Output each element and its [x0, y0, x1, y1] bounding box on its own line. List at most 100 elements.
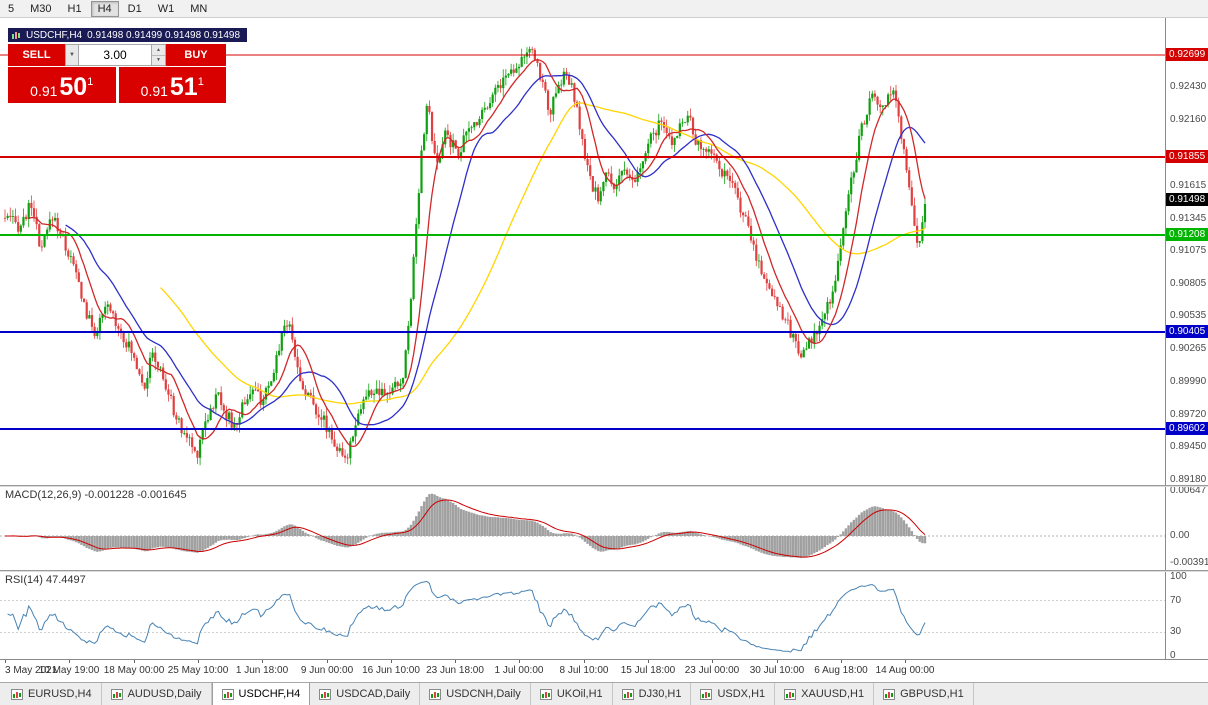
macd-signal-line	[5, 499, 926, 558]
rsi-axis-tick: 100	[1170, 571, 1187, 582]
macd-axis-tick: 0.00647	[1170, 485, 1207, 496]
price-axis-tick: 0.92160	[1170, 114, 1207, 125]
ask-price-pipette: 1	[197, 76, 204, 88]
ma-line-slow	[160, 102, 926, 405]
chart-tab-label: AUDUSD,Daily	[127, 688, 202, 700]
chart-tab-label: GBPUSD,H1	[900, 688, 964, 700]
chart-title-bar[interactable]: USDCHF,H4 0.91498 0.91499 0.91498 0.9149…	[8, 28, 248, 42]
price-badge-0.91855: 0.91855	[1166, 150, 1208, 163]
time-axis-label: 16 Jun 10:00	[362, 665, 420, 676]
time-axis-label: 8 Jul 10:00	[559, 665, 609, 676]
time-axis-label: 30 Jul 10:00	[749, 665, 805, 676]
chart-tab-icon	[784, 688, 797, 700]
chart-tab-label: DJ30,H1	[638, 688, 682, 700]
price-axis: 0.92430 0.92160 0.91615 0.91345 0.91075 0.908…	[1165, 18, 1208, 661]
time-axis-label: 3 May 2021	[5, 665, 58, 676]
time-axis-tick	[262, 660, 263, 663]
chart-title-symbol: USDCHF,H4	[26, 29, 83, 41]
timeframe-button-d1[interactable]: D1	[127, 2, 142, 15]
macd-label: MACD(12,26,9) -0.001228 -0.001645	[5, 489, 187, 501]
time-axis: 3 May 2021 10 May 19:00 18 May 00:00 25 May…	[0, 659, 1208, 682]
time-axis-tick	[519, 660, 520, 663]
time-axis-tick	[712, 660, 713, 663]
chart-tab-usdcnh[interactable]: USDCNH,Daily	[420, 683, 531, 705]
price-badge-0.89602: 0.89602	[1166, 422, 1208, 435]
price-badge-0.91498: 0.91498	[1166, 193, 1208, 206]
time-axis-label: 25 May 10:00	[167, 665, 229, 676]
chart-tab-icon	[319, 688, 332, 700]
time-axis-tick	[198, 660, 199, 663]
chart-tab-usdcad[interactable]: USDCAD,Daily	[310, 683, 421, 705]
bid-price-pipette: 1	[87, 76, 94, 88]
chart-tab-ukoil[interactable]: UKOil,H1	[531, 683, 613, 705]
timeframe-button-h1[interactable]: H1	[67, 2, 82, 15]
volume-down-icon[interactable]: ▼	[152, 55, 165, 65]
chart-tab-usdx[interactable]: USDX,H1	[691, 683, 776, 705]
timeframe-toolbar: 5 M30 H1 H4 D1 W1 MN	[0, 0, 1208, 18]
timeframe-button-5[interactable]: 5	[8, 2, 15, 15]
volume-dropdown-icon[interactable]: ▼	[65, 44, 78, 66]
bid-price-pips: 50	[59, 73, 88, 101]
ask-price-pips: 51	[169, 73, 198, 101]
price-axis-tick: 0.89990	[1170, 376, 1207, 387]
chart-tab-gbpusd[interactable]: GBPUSD,H1	[874, 683, 974, 705]
price-axis-tick: 0.91345	[1170, 213, 1207, 224]
sell-button[interactable]: SELL	[8, 44, 65, 66]
chart-tab-icon	[883, 688, 896, 700]
timeframe-button-m30[interactable]: M30	[30, 2, 52, 15]
time-axis-tick	[455, 660, 456, 663]
bid-price-major: 0.91	[30, 83, 58, 99]
time-axis-tick	[391, 660, 392, 663]
pane-splitter-rsi[interactable]	[0, 570, 1208, 572]
macd-axis-tick: -0.00391	[1170, 557, 1208, 568]
macd-indicator-pane[interactable]	[0, 487, 1165, 570]
chart-tab-dj30[interactable]: DJ30,H1	[613, 683, 692, 705]
rsi-line	[7, 580, 926, 653]
price-axis-tick: 0.89720	[1170, 409, 1207, 420]
chart-tab-label: USDCAD,Daily	[336, 688, 411, 700]
time-axis-tick	[584, 660, 585, 663]
bid-price-panel[interactable]: 0.91 50 1	[8, 67, 116, 103]
chart-tab-eurusd[interactable]: EURUSD,H4	[2, 683, 102, 705]
chart-window: USDCHF,H4 0.91498 0.91499 0.91498 0.9149…	[0, 18, 1208, 682]
timeframe-button-w1[interactable]: W1	[157, 2, 175, 15]
time-axis-label: 10 May 19:00	[38, 665, 100, 676]
chart-window-icon	[12, 31, 20, 39]
volume-input[interactable]: 3.00	[78, 44, 152, 66]
chart-tab-audusd[interactable]: AUDUSD,Daily	[102, 683, 212, 705]
ask-price-panel[interactable]: 0.91 51 1	[118, 67, 226, 103]
price-axis-tick: 0.91075	[1170, 245, 1207, 256]
chart-tab-xauusd[interactable]: XAUUSD,H1	[775, 683, 875, 705]
time-axis-label: 23 Jun 18:00	[426, 665, 484, 676]
time-axis-tick	[777, 660, 778, 663]
time-axis-tick	[327, 660, 328, 663]
volume-stepper[interactable]: ▲ ▼	[152, 44, 166, 66]
price-badge-0.91208: 0.91208	[1166, 228, 1208, 241]
chart-tab-icon	[429, 688, 442, 700]
time-axis-tick	[134, 660, 135, 663]
ma-line-medium	[65, 74, 926, 426]
price-axis-tick: 0.90805	[1170, 278, 1207, 289]
chart-tab-label: USDCNH,Daily	[446, 688, 521, 700]
volume-up-icon[interactable]: ▲	[152, 45, 165, 56]
one-click-trading-widget: SELL ▼ 3.00 ▲ ▼ BUY 0.91 50 1 0.91 51	[8, 44, 226, 103]
price-axis-tick: 0.90535	[1170, 310, 1207, 321]
time-axis-label: 1 Jul 00:00	[494, 665, 544, 676]
price-axis-tick: 0.89450	[1170, 441, 1207, 452]
pane-splitter-macd[interactable]	[0, 485, 1208, 487]
time-axis-label: 1 Jun 18:00	[235, 665, 289, 676]
rsi-indicator-pane[interactable]	[0, 572, 1165, 659]
chart-title-ohlc: 0.91498 0.91499 0.91498 0.91498	[87, 29, 241, 41]
time-axis-tick	[648, 660, 649, 663]
chart-tab-icon	[221, 688, 234, 700]
chart-tab-label: EURUSD,H4	[28, 688, 92, 700]
time-axis-label: 23 Jul 00:00	[684, 665, 740, 676]
time-axis-label: 9 Jun 00:00	[300, 665, 354, 676]
buy-button[interactable]: BUY	[166, 44, 226, 66]
macd-axis-tick: 0.00	[1170, 530, 1190, 541]
price-axis-tick: 0.90265	[1170, 343, 1207, 354]
chart-tab-usdchf[interactable]: USDCHF,H4	[211, 683, 311, 705]
chart-tab-label: XAUUSD,H1	[801, 688, 865, 700]
timeframe-button-mn[interactable]: MN	[190, 2, 208, 15]
timeframe-button-h4[interactable]: H4	[90, 0, 119, 17]
